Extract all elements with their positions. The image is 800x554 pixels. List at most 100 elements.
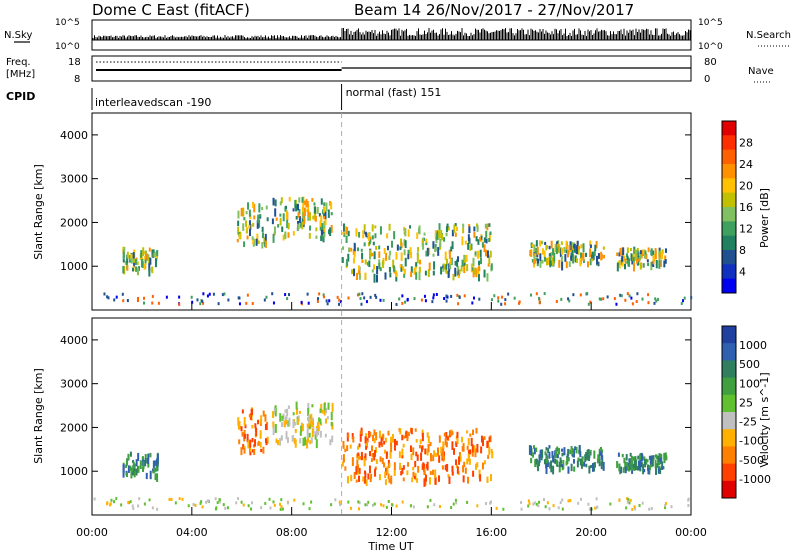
echo-cell (588, 455, 591, 462)
echo-cell (534, 252, 537, 257)
echo-cell (308, 414, 311, 424)
echo-cell (603, 254, 606, 259)
echo-cell (561, 452, 564, 457)
echo-cell (455, 443, 458, 448)
echo-cell (588, 465, 591, 474)
echo-cell (315, 227, 318, 232)
ground-scatter-cell (625, 506, 628, 510)
echo-cell (370, 445, 373, 452)
echo-cell (488, 436, 491, 442)
echo-cell (284, 409, 287, 413)
echo-cell (555, 459, 558, 465)
echo-cell (580, 244, 583, 249)
echo-cell (311, 404, 314, 408)
echo-cell (308, 432, 311, 438)
echo-cell (389, 250, 392, 256)
echo-cell (279, 413, 282, 422)
echo-cell (572, 257, 575, 264)
echo-cell (310, 437, 313, 444)
echo-cell (298, 216, 301, 223)
echo-cell (561, 448, 564, 452)
colorbar-segment (722, 446, 736, 465)
echo-cell (461, 446, 464, 452)
echo-cell (425, 241, 428, 246)
echo-cell (280, 197, 283, 204)
echo-cell (294, 199, 297, 209)
ground-scatter-cell (322, 293, 325, 297)
echo-cell (347, 230, 350, 237)
colorbar-segment (722, 121, 736, 136)
echo-cell (146, 253, 149, 261)
echo-cell (636, 465, 639, 471)
echo-cell (462, 223, 465, 228)
echo-cell (341, 246, 344, 250)
echo-cell (133, 259, 136, 268)
ground-scatter-cell (196, 298, 199, 302)
ground-scatter-cell (300, 300, 303, 304)
ground-scatter-cell (445, 294, 448, 298)
ground-scatter-cell (513, 296, 516, 300)
ground-scatter-cell (490, 298, 493, 302)
echo-cell (444, 251, 447, 260)
echo-cell (642, 249, 645, 254)
echo-cell (655, 467, 658, 475)
echo-cell (629, 248, 632, 252)
echo-cell (585, 463, 588, 468)
echo-cell (419, 259, 422, 265)
ground-scatter-cell (432, 296, 435, 300)
ground-scatter-cell (222, 503, 225, 507)
echo-cell (243, 416, 246, 426)
colorbar-segment (722, 343, 736, 361)
echo-cell (302, 203, 305, 212)
echo-cell (480, 435, 483, 443)
ground-scatter-cell (307, 301, 310, 305)
echo-cell (322, 229, 325, 234)
echo-cell (549, 462, 552, 469)
echo-cell (272, 233, 275, 243)
echo-cell (133, 469, 136, 478)
echo-cell (574, 446, 577, 451)
echo-cell (407, 254, 410, 260)
echo-cell (352, 257, 355, 264)
ground-scatter-cell (216, 501, 219, 505)
echo-cell (486, 476, 489, 484)
echo-cell (238, 439, 241, 445)
echo-cell (385, 252, 388, 261)
echo-cell (596, 255, 599, 265)
echo-cell (246, 433, 249, 443)
echo-cell (550, 460, 553, 467)
echo-cell (449, 261, 452, 270)
echo-cell (448, 250, 451, 259)
echo-cell (266, 436, 269, 444)
echo-cell (470, 437, 473, 447)
echo-cell (142, 247, 145, 257)
echo-cell (456, 466, 459, 474)
echo-cell (288, 417, 291, 427)
echo-cell (393, 462, 396, 471)
time-tick-label: 00:00 (76, 526, 108, 539)
echo-cell (474, 448, 477, 458)
ground-scatter-cell (122, 299, 125, 303)
echo-cell (416, 254, 419, 264)
ground-scatter-cell (527, 504, 530, 508)
echo-cell (589, 240, 592, 246)
echo-cell (388, 223, 391, 231)
echo-cell (245, 211, 248, 215)
echo-cell (624, 466, 627, 474)
echo-cell (441, 234, 444, 241)
echo-cell (535, 247, 538, 255)
echo-cell (264, 240, 267, 248)
colorbar-tick-label: -1000 (739, 473, 771, 486)
ground-scatter-cell (497, 299, 500, 303)
ground-scatter-cell (588, 507, 591, 511)
echo-cell (429, 471, 432, 475)
echo-cell (331, 402, 334, 412)
echo-cell (254, 439, 257, 447)
echo-cell (414, 428, 417, 432)
ground-scatter-cell (245, 301, 248, 305)
echo-cell (360, 248, 363, 252)
echo-cell (355, 466, 358, 475)
echo-cell (125, 461, 128, 466)
ground-scatter-cell (501, 295, 504, 299)
